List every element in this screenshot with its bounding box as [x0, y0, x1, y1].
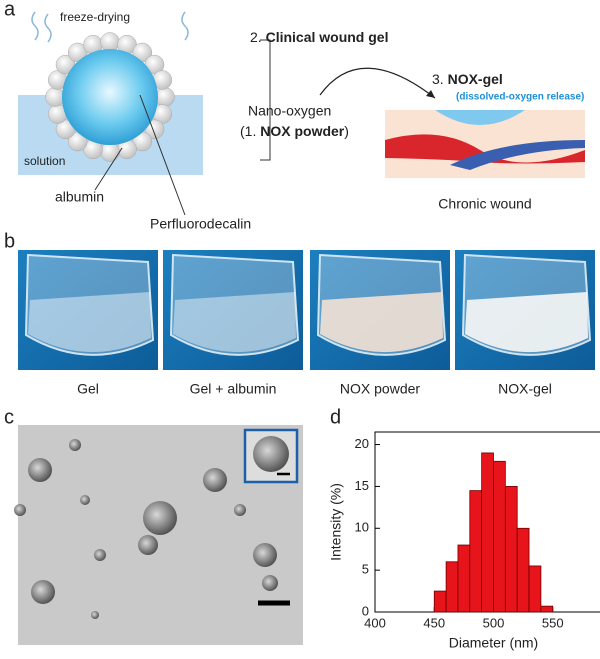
x-axis-label: Diameter (nm) [449, 635, 538, 651]
pointer [94, 147, 123, 191]
y-tick-label: 0 [362, 603, 369, 618]
vessel [385, 134, 585, 164]
label: Chronic wound [438, 196, 531, 212]
bar [469, 490, 483, 613]
particle [14, 504, 26, 516]
bar [504, 486, 518, 613]
panel-label: b [4, 230, 15, 252]
particle [28, 458, 52, 482]
x-tick-label: 550 [542, 615, 564, 630]
label: (1. NOX powder) [240, 123, 349, 139]
label: albumin [55, 189, 104, 205]
bar [481, 452, 494, 613]
label: 3. NOX-gel [432, 71, 503, 87]
particle [94, 549, 106, 561]
particle [69, 439, 81, 451]
arrow [319, 67, 436, 99]
label: Nano-oxygen [248, 103, 331, 119]
contents [320, 292, 443, 353]
panel-label: d [330, 406, 341, 428]
particle [80, 495, 90, 505]
particle [143, 501, 177, 535]
bar [433, 590, 447, 613]
gel [435, 110, 525, 125]
label: 2. Clinical wound gel [250, 29, 388, 45]
bead [155, 87, 175, 107]
particle [253, 543, 277, 567]
particle [31, 580, 55, 604]
y-tick-label: 15 [355, 478, 369, 493]
bar [540, 605, 554, 613]
caption: Gel [77, 381, 99, 397]
panel-label: a [4, 0, 16, 20]
bracket [260, 39, 271, 161]
particle [91, 611, 99, 619]
arrowhead [426, 90, 435, 98]
x-tick-label: 450 [423, 615, 445, 630]
particle [262, 575, 278, 591]
particle [203, 468, 227, 492]
label: solution [24, 154, 65, 168]
inset-particle [253, 436, 289, 472]
bar [457, 544, 471, 613]
bead [100, 142, 120, 162]
y-tick-label: 5 [362, 562, 369, 577]
contents [465, 292, 588, 353]
particle [234, 504, 246, 516]
bar [493, 460, 506, 613]
bead [100, 32, 120, 52]
pfd-core [62, 49, 158, 145]
particle [138, 535, 158, 555]
caption: NOX powder [340, 381, 420, 397]
label: freeze-drying [60, 10, 130, 24]
vapor [31, 11, 189, 43]
contents [28, 292, 151, 353]
x-tick-label: 400 [364, 615, 386, 630]
caption: NOX-gel [498, 381, 552, 397]
bar [516, 527, 530, 613]
bar [445, 561, 459, 613]
pointer [139, 94, 186, 216]
albumin-shell [45, 32, 175, 162]
y-tick-label: 20 [355, 436, 369, 451]
y-tick-label: 10 [355, 520, 369, 535]
x-tick-label: 500 [483, 615, 505, 630]
contents [173, 292, 296, 353]
bar [528, 565, 542, 613]
y-axis-label: Intensity (%) [328, 483, 344, 561]
caption: Gel + albumin [190, 381, 277, 397]
panel-label: c [4, 406, 14, 428]
bead [45, 87, 65, 107]
label: Perfluorodecalin [150, 216, 251, 232]
vessel [450, 140, 585, 170]
label: (dissolved-oxygen release) [456, 92, 584, 103]
